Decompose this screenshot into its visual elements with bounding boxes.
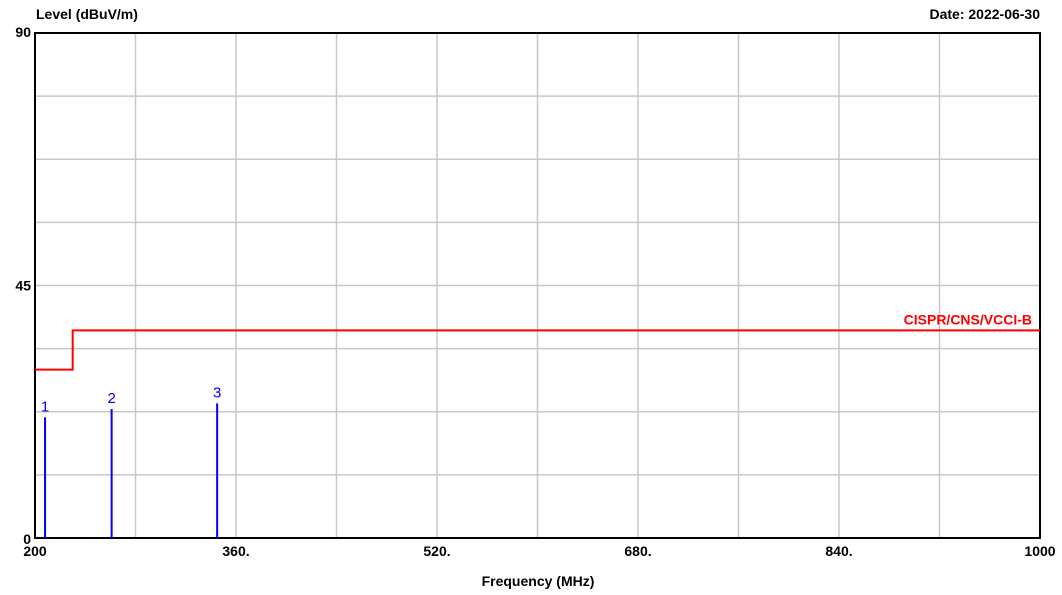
markers-group: 1 2 3 (41, 384, 221, 538)
x-tick-label: 200 (23, 543, 47, 559)
x-axis-label: Frequency (MHz) (482, 573, 595, 589)
y-tick-label: 90 (15, 24, 31, 40)
limit-line-group: CISPR/CNS/VCCI-B (35, 311, 1040, 371)
x-tick-label: 520. (423, 543, 450, 559)
x-tick-label: 680. (624, 543, 651, 559)
y-axis-label: Level (dBuV/m) (36, 6, 138, 22)
date-label: Date: 2022-06-30 (929, 6, 1040, 22)
marker-label: 1 (41, 398, 49, 415)
y-tick-label: 45 (15, 278, 31, 294)
x-tick-label: 360. (222, 543, 249, 559)
plot-frame (34, 32, 1041, 539)
x-tick-label: 1000 (1024, 543, 1055, 559)
y-tick-label: 0 (23, 531, 31, 547)
limit-line-label: CISPR/CNS/VCCI-B (904, 311, 1032, 327)
marker-label: 3 (213, 384, 221, 401)
grid (35, 33, 1040, 538)
x-tick-label: 840. (825, 543, 852, 559)
limit-line (35, 329, 1040, 371)
marker-label: 2 (107, 390, 115, 407)
tick-labels: 200 360. 520. 680. 840. 1000 0 45 90 (15, 24, 1055, 559)
